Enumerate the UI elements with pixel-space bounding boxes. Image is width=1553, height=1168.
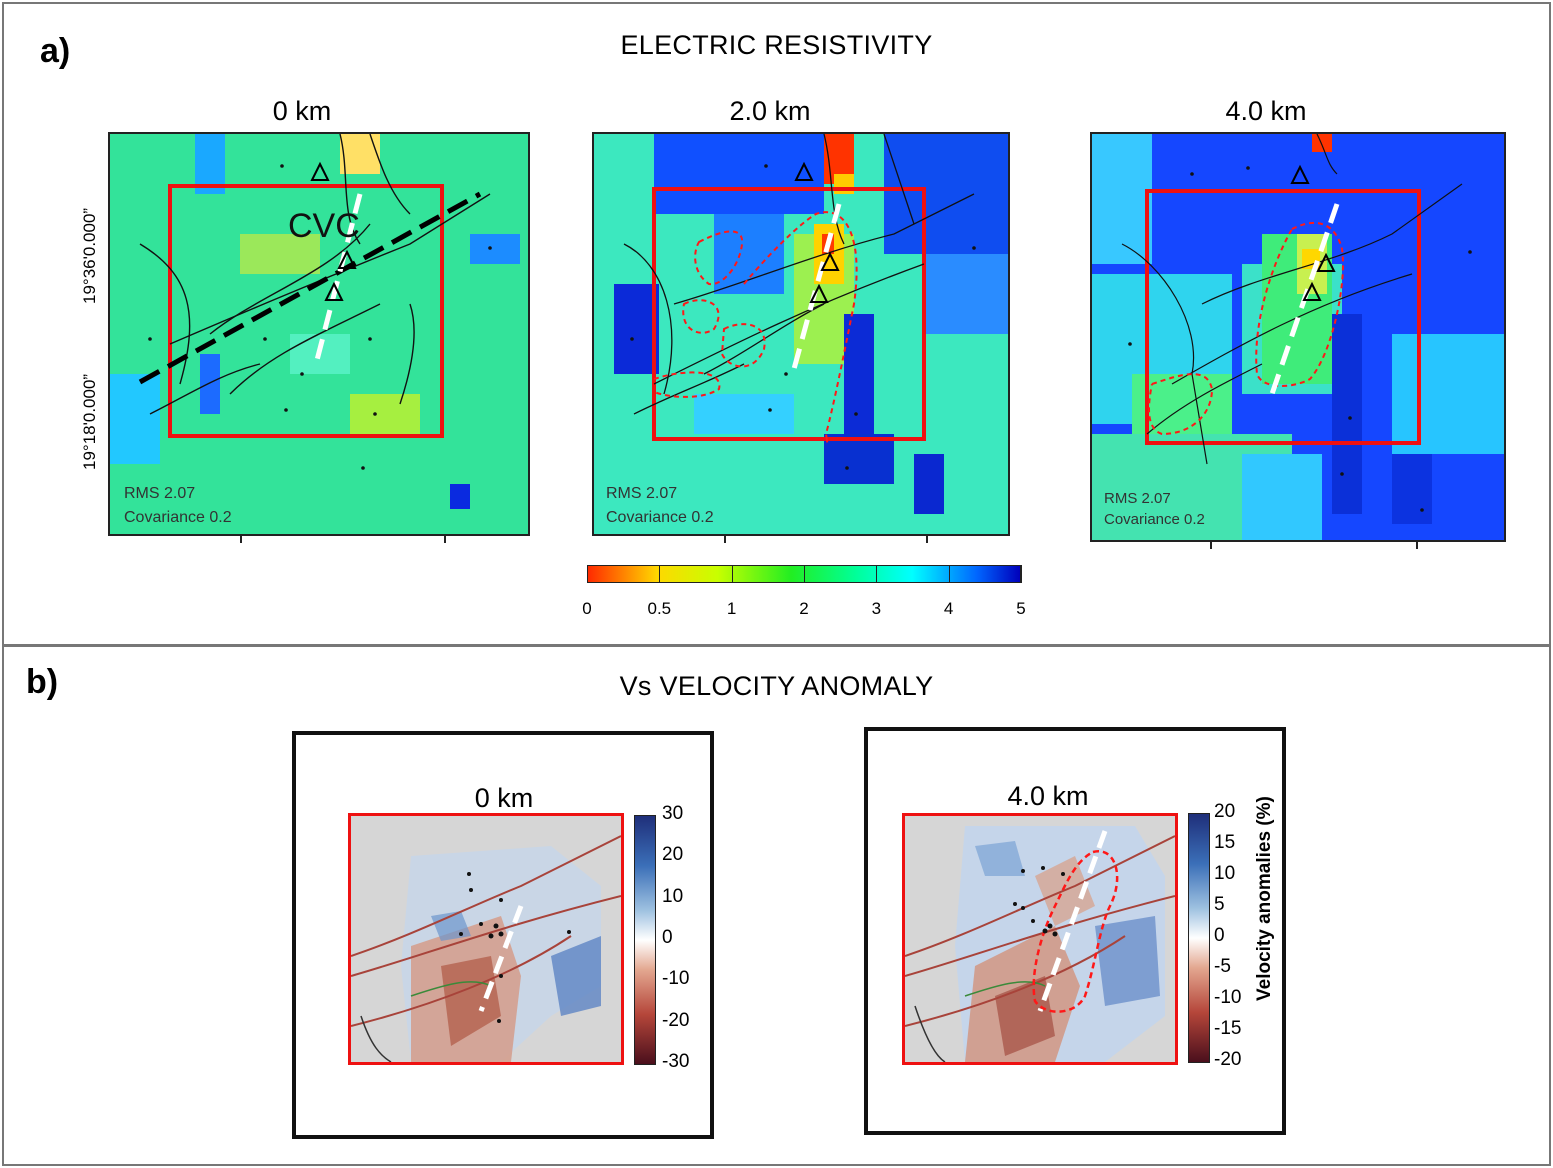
colorbar-tick-mark xyxy=(804,565,805,583)
velocity-map-4km xyxy=(902,813,1178,1065)
velocity-tick-label: -15 xyxy=(1214,1018,1242,1039)
colorbar-tick-label: 5 xyxy=(1016,599,1026,618)
resistivity-map-0km-graphic xyxy=(110,134,528,534)
velocity-tick-label: -30 xyxy=(662,1051,690,1072)
depth-label-0km-vs: 0 km xyxy=(474,783,534,813)
resistivity-map-2km: RMS 2.07 Covariance 0.2 xyxy=(592,132,1010,536)
velocity-tick-label: 20 xyxy=(1214,801,1236,822)
y-tick-18: 19°18'0.000” xyxy=(80,373,99,470)
velocity-tick-label: 10 xyxy=(662,885,684,907)
axis-tick xyxy=(444,536,446,543)
velocity-tick-label: 15 xyxy=(1214,832,1236,853)
colorbar-tick-label: 3 xyxy=(871,599,882,618)
velocity-map-box-0km: 0 km xyxy=(292,731,714,1139)
axis-tick xyxy=(1210,542,1212,549)
colorbar-tick-mark xyxy=(876,565,878,583)
velocity-tick-label: -10 xyxy=(1214,987,1242,1008)
velocity-colorbar-4km xyxy=(1188,813,1210,1063)
rms-value: RMS 2.07 xyxy=(1104,490,1171,507)
colorbar-tick-label: 0.5 xyxy=(647,599,672,618)
rms-label-2km: RMS 2.07 Covariance 0.2 xyxy=(606,482,714,530)
velocity-tick-label: 10 xyxy=(1214,863,1236,884)
panel-b-title: Vs VELOCITY ANOMALY xyxy=(619,671,934,701)
velocity-tick-label: 0 xyxy=(1214,925,1225,946)
velocity-tick-label: 0 xyxy=(662,927,673,948)
velocity-tick-label: -10 xyxy=(662,968,690,990)
axis-tick xyxy=(724,536,726,543)
colorbar-tick-label: 1 xyxy=(726,599,737,618)
resistivity-map-4km: RMS 2.07 Covariance 0.2 xyxy=(1090,132,1506,542)
panel-b: b) Vs VELOCITY ANOMALY 0 km xyxy=(2,645,1551,1166)
y-tick-36: 19°36'0.000” xyxy=(80,207,99,304)
rms-label-0km: RMS 2.07 Covariance 0.2 xyxy=(124,482,232,530)
panel-a-letter: a) xyxy=(40,32,71,70)
velocity-tick-label: -20 xyxy=(1214,1049,1242,1070)
depth-label-4km-vs: 4.0 km xyxy=(1007,781,1089,811)
velocity-colorbar-label: Velocity anomalies (%) xyxy=(1254,796,1275,1001)
covariance-value: Covariance 0.2 xyxy=(124,509,232,526)
depth-label-4km: 4.0 km xyxy=(1225,96,1307,126)
colorbar-tick-mark xyxy=(948,565,950,583)
covariance-value: Covariance 0.2 xyxy=(606,509,714,526)
velocity-tick-label: -5 xyxy=(1214,956,1231,977)
panel-a-title: ELECTRIC RESISTIVITY xyxy=(620,30,933,60)
velocity-map-0km xyxy=(348,813,624,1065)
velocity-map-0km-graphic xyxy=(351,816,621,1062)
velocity-map-box-4km: 4.0 km xyxy=(864,727,1286,1135)
colorbar-tick-mark xyxy=(659,565,661,583)
rms-label-4km: RMS 2.07 Covariance 0.2 xyxy=(1104,488,1205,530)
colorbar-tick-mark xyxy=(731,565,733,583)
rms-value: RMS 2.07 xyxy=(606,485,678,502)
velocity-tick-label: -20 xyxy=(662,1009,690,1031)
colorbar-tick-label: 2 xyxy=(799,599,809,618)
panel-a: a) ELECTRIC RESISTIVITY 0 km 2.0 km 4.0 … xyxy=(2,2,1551,646)
axis-tick xyxy=(926,536,928,543)
depth-label-2km: 2.0 km xyxy=(729,96,811,126)
velocity-tick-label: 30 xyxy=(662,803,684,824)
resistivity-map-2km-graphic xyxy=(594,134,1008,534)
colorbar-tick-label: 4 xyxy=(943,599,954,618)
depth-label-0km: 0 km xyxy=(272,96,332,126)
colorbar-tick-mark xyxy=(1021,565,1022,583)
velocity-colorbar-0km xyxy=(634,815,656,1065)
colorbar-tick-label: 0 xyxy=(582,599,592,618)
rms-value: RMS 2.07 xyxy=(124,485,196,502)
covariance-value: Covariance 0.2 xyxy=(1104,511,1205,528)
resistivity-map-0km: RMS 2.07 Covariance 0.2 xyxy=(108,132,530,536)
panel-b-letter: b) xyxy=(26,663,59,701)
resistivity-map-4km-graphic xyxy=(1092,134,1504,540)
axis-tick xyxy=(240,536,242,543)
colorbar-tick-mark xyxy=(587,565,588,583)
axis-tick xyxy=(1416,542,1418,549)
velocity-tick-label: 5 xyxy=(1214,894,1225,915)
cvc-label: CVC xyxy=(288,207,360,245)
velocity-tick-label: 20 xyxy=(662,844,684,866)
velocity-map-4km-graphic xyxy=(905,816,1175,1062)
